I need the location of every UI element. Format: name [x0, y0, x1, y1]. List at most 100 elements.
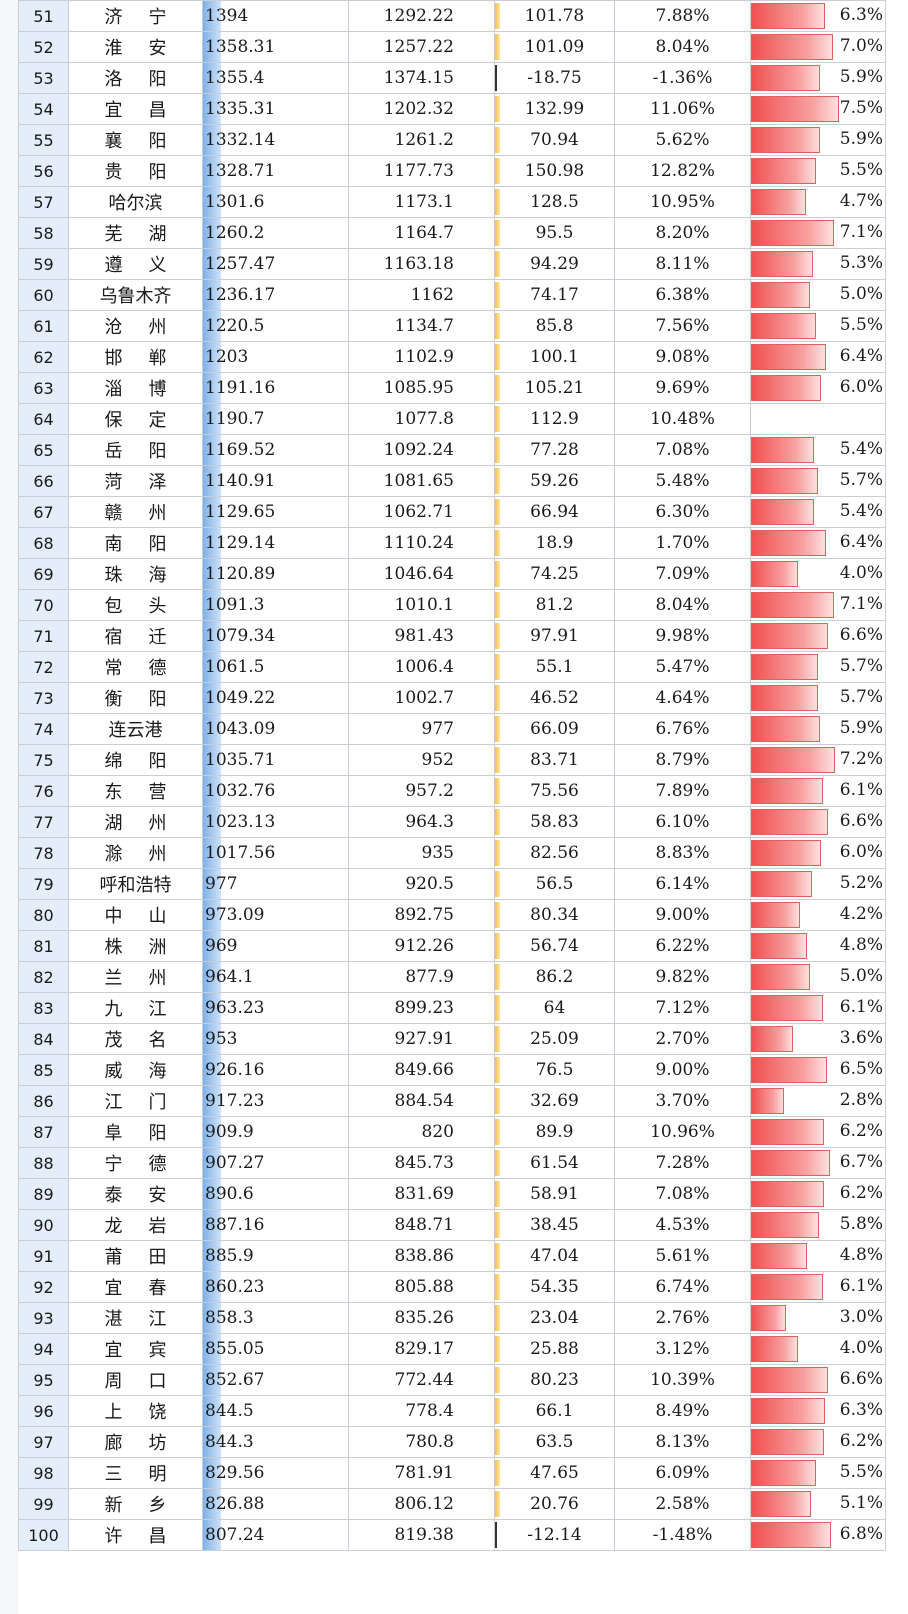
- gdp-cell[interactable]: 885.9: [202, 1240, 349, 1272]
- prev-gdp-cell[interactable]: 892.75: [348, 899, 495, 931]
- prev-gdp-cell[interactable]: 957.2: [348, 775, 495, 807]
- prev-gdp-cell[interactable]: 981.43: [348, 620, 495, 652]
- rank-cell[interactable]: 99: [18, 1488, 69, 1520]
- increase-cell[interactable]: 97.91: [494, 620, 615, 652]
- gdp-cell[interactable]: 1191.16: [202, 372, 349, 404]
- real-growth-cell[interactable]: 6.3%: [750, 0, 886, 32]
- gdp-cell[interactable]: 807.24: [202, 1519, 349, 1551]
- growth-pct-cell[interactable]: 9.82%: [614, 961, 751, 993]
- gdp-cell[interactable]: 1061.5: [202, 651, 349, 683]
- prev-gdp-cell[interactable]: 884.54: [348, 1085, 495, 1117]
- city-cell[interactable]: 茂名: [68, 1023, 203, 1055]
- increase-cell[interactable]: 23.04: [494, 1302, 615, 1334]
- gdp-cell[interactable]: 826.88: [202, 1488, 349, 1520]
- rank-cell[interactable]: 71: [18, 620, 69, 652]
- gdp-cell[interactable]: 1120.89: [202, 558, 349, 590]
- growth-pct-cell[interactable]: 8.13%: [614, 1426, 751, 1458]
- real-growth-cell[interactable]: 6.1%: [750, 1271, 886, 1303]
- real-growth-cell[interactable]: 6.6%: [750, 1364, 886, 1396]
- increase-cell[interactable]: 20.76: [494, 1488, 615, 1520]
- city-cell[interactable]: 衡阳: [68, 682, 203, 714]
- rank-cell[interactable]: 74: [18, 713, 69, 745]
- city-cell[interactable]: 包头: [68, 589, 203, 621]
- rank-cell[interactable]: 78: [18, 837, 69, 869]
- gdp-cell[interactable]: 1049.22: [202, 682, 349, 714]
- rank-cell[interactable]: 62: [18, 341, 69, 373]
- gdp-cell[interactable]: 953: [202, 1023, 349, 1055]
- city-cell[interactable]: 淮安: [68, 31, 203, 63]
- gdp-cell[interactable]: 852.67: [202, 1364, 349, 1396]
- real-growth-cell[interactable]: 6.1%: [750, 992, 886, 1024]
- rank-cell[interactable]: 54: [18, 93, 69, 125]
- growth-pct-cell[interactable]: 7.28%: [614, 1147, 751, 1179]
- prev-gdp-cell[interactable]: 1102.9: [348, 341, 495, 373]
- gdp-cell[interactable]: 963.23: [202, 992, 349, 1024]
- rank-cell[interactable]: 90: [18, 1209, 69, 1241]
- growth-pct-cell[interactable]: 7.08%: [614, 1178, 751, 1210]
- real-growth-cell[interactable]: 5.9%: [750, 62, 886, 94]
- growth-pct-cell[interactable]: 4.53%: [614, 1209, 751, 1241]
- prev-gdp-cell[interactable]: 1077.8: [348, 403, 495, 435]
- real-growth-cell[interactable]: 5.0%: [750, 279, 886, 311]
- prev-gdp-cell[interactable]: 927.91: [348, 1023, 495, 1055]
- prev-gdp-cell[interactable]: 838.86: [348, 1240, 495, 1272]
- increase-cell[interactable]: 76.5: [494, 1054, 615, 1086]
- prev-gdp-cell[interactable]: 1006.4: [348, 651, 495, 683]
- growth-pct-cell[interactable]: 6.09%: [614, 1457, 751, 1489]
- rank-cell[interactable]: 55: [18, 124, 69, 156]
- growth-pct-cell[interactable]: 2.58%: [614, 1488, 751, 1520]
- rank-cell[interactable]: 98: [18, 1457, 69, 1489]
- real-growth-cell[interactable]: 5.5%: [750, 310, 886, 342]
- growth-pct-cell[interactable]: 10.96%: [614, 1116, 751, 1148]
- real-growth-cell[interactable]: 7.5%: [750, 93, 886, 125]
- city-cell[interactable]: 新乡: [68, 1488, 203, 1520]
- increase-cell[interactable]: 64: [494, 992, 615, 1024]
- prev-gdp-cell[interactable]: 1164.7: [348, 217, 495, 249]
- real-growth-cell[interactable]: 6.8%: [750, 1519, 886, 1551]
- city-cell[interactable]: 南阳: [68, 527, 203, 559]
- growth-pct-cell[interactable]: 10.95%: [614, 186, 751, 218]
- growth-pct-cell[interactable]: 11.06%: [614, 93, 751, 125]
- increase-cell[interactable]: 63.5: [494, 1426, 615, 1458]
- rank-cell[interactable]: 70: [18, 589, 69, 621]
- gdp-cell[interactable]: 1091.3: [202, 589, 349, 621]
- increase-cell[interactable]: 32.69: [494, 1085, 615, 1117]
- real-growth-cell[interactable]: 5.9%: [750, 713, 886, 745]
- prev-gdp-cell[interactable]: 1134.7: [348, 310, 495, 342]
- city-cell[interactable]: 东营: [68, 775, 203, 807]
- rank-cell[interactable]: 82: [18, 961, 69, 993]
- prev-gdp-cell[interactable]: 1081.65: [348, 465, 495, 497]
- increase-cell[interactable]: 66.09: [494, 713, 615, 745]
- gdp-cell[interactable]: 1043.09: [202, 713, 349, 745]
- increase-cell[interactable]: 81.2: [494, 589, 615, 621]
- increase-cell[interactable]: 47.04: [494, 1240, 615, 1272]
- gdp-cell[interactable]: 977: [202, 868, 349, 900]
- growth-pct-cell[interactable]: 9.08%: [614, 341, 751, 373]
- rank-cell[interactable]: 94: [18, 1333, 69, 1365]
- real-growth-cell[interactable]: 6.2%: [750, 1426, 886, 1458]
- prev-gdp-cell[interactable]: 781.91: [348, 1457, 495, 1489]
- gdp-cell[interactable]: 1260.2: [202, 217, 349, 249]
- rank-cell[interactable]: 77: [18, 806, 69, 838]
- rank-cell[interactable]: 86: [18, 1085, 69, 1117]
- growth-pct-cell[interactable]: 8.11%: [614, 248, 751, 280]
- real-growth-cell[interactable]: 6.6%: [750, 806, 886, 838]
- increase-cell[interactable]: 85.8: [494, 310, 615, 342]
- prev-gdp-cell[interactable]: 877.9: [348, 961, 495, 993]
- real-growth-cell[interactable]: 6.3%: [750, 1395, 886, 1427]
- gdp-cell[interactable]: 1023.13: [202, 806, 349, 838]
- real-growth-cell[interactable]: 4.8%: [750, 930, 886, 962]
- gdp-cell[interactable]: 1358.31: [202, 31, 349, 63]
- gdp-cell[interactable]: 1301.6: [202, 186, 349, 218]
- growth-pct-cell[interactable]: 6.76%: [614, 713, 751, 745]
- city-cell[interactable]: 湛江: [68, 1302, 203, 1334]
- gdp-cell[interactable]: 1355.4: [202, 62, 349, 94]
- prev-gdp-cell[interactable]: 935: [348, 837, 495, 869]
- real-growth-cell[interactable]: 5.4%: [750, 496, 886, 528]
- prev-gdp-cell[interactable]: 1173.1: [348, 186, 495, 218]
- increase-cell[interactable]: 59.26: [494, 465, 615, 497]
- rank-cell[interactable]: 51: [18, 0, 69, 32]
- growth-pct-cell[interactable]: 6.38%: [614, 279, 751, 311]
- gdp-cell[interactable]: 860.23: [202, 1271, 349, 1303]
- gdp-cell[interactable]: 1032.76: [202, 775, 349, 807]
